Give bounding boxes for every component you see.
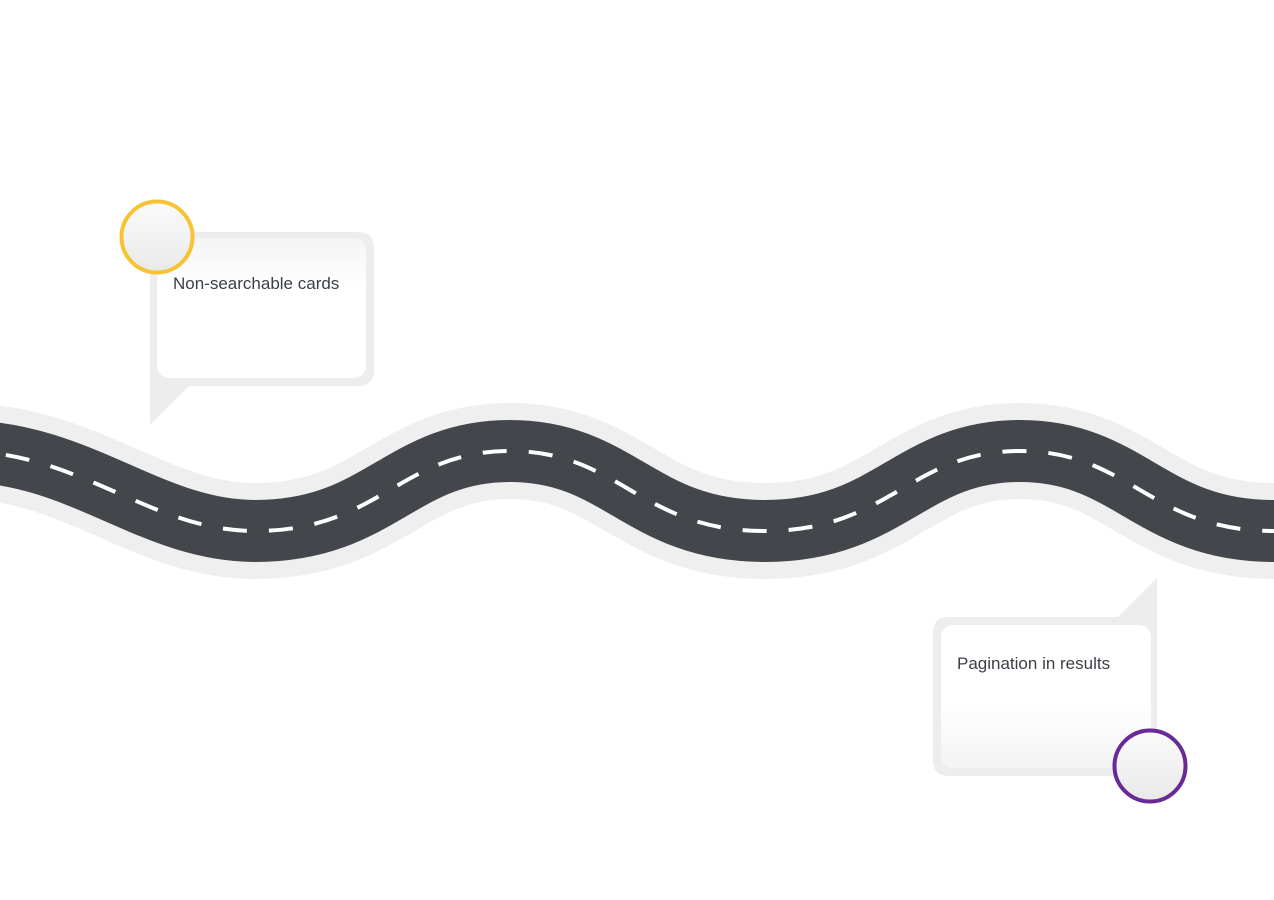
milestone-label-2: Pagination in results xyxy=(957,654,1111,673)
milestone-card-1 xyxy=(150,232,374,425)
card-2-face xyxy=(941,625,1151,768)
milestone-card-2 xyxy=(933,578,1157,776)
milestone-marker-1 xyxy=(119,199,195,275)
road-lane-marking xyxy=(0,448,1274,534)
road-asphalt xyxy=(0,419,1274,563)
milestone-label-1: Non-searchable cards xyxy=(173,274,340,293)
card-1-face xyxy=(157,238,366,378)
milestone-marker-2 xyxy=(1112,728,1188,804)
